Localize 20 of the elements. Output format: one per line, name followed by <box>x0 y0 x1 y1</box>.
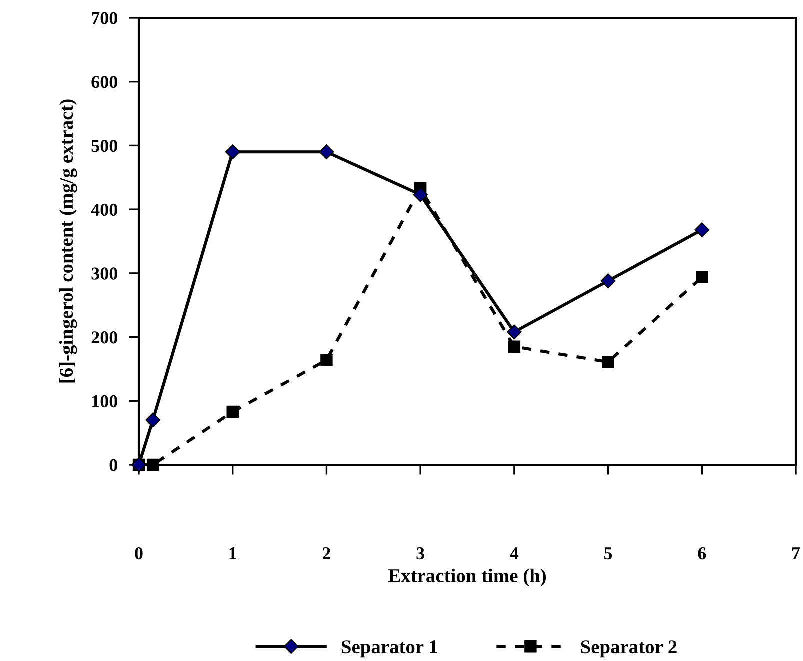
y-tick-label: 100 <box>92 395 118 408</box>
y-tick-label: 300 <box>92 268 118 280</box>
x-tick-label: 0 <box>135 547 143 560</box>
y-tick-label: 500 <box>92 140 118 152</box>
y-tick-label: 700 <box>92 12 118 24</box>
y-tick-label: 600 <box>92 76 118 88</box>
x-tick-label: 3 <box>416 548 424 560</box>
y-tick-label: 400 <box>91 204 118 216</box>
x-tick-label: 4 <box>510 548 519 560</box>
y-tick-label: 200 <box>92 332 118 344</box>
x-axis-title: Extraction time (h) <box>388 568 546 587</box>
x-tick-label: 6 <box>698 548 706 560</box>
legend-label: Separator 1 <box>342 640 438 658</box>
y-tick-label: 0 <box>110 459 118 472</box>
x-tick-label: 1 <box>230 548 236 560</box>
y-axis-title: [6]-gingerol content (mg/g extract) <box>59 100 78 383</box>
x-tick-label: 7 <box>792 548 800 560</box>
x-tick-label: 5 <box>604 548 612 560</box>
x-tick-label: 2 <box>322 548 330 560</box>
legend-label: Separator 2 <box>581 640 677 658</box>
